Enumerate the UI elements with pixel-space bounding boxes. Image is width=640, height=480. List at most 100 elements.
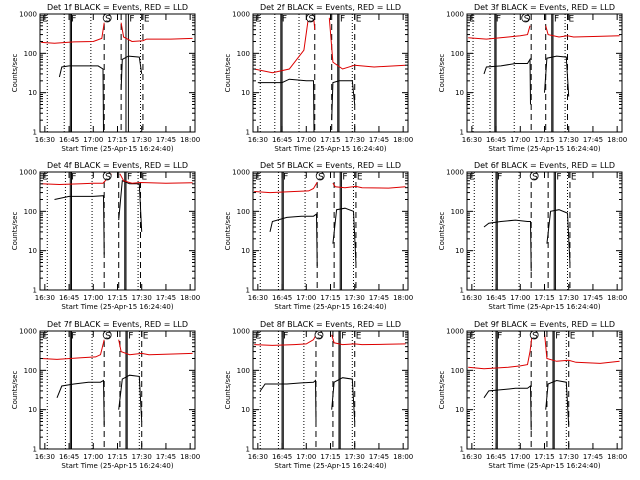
plot-frame	[39, 171, 196, 291]
event-marker-label: F	[554, 15, 559, 25]
x-tick-label: 17:15	[107, 136, 127, 144]
panel-title: Det 7f BLACK = Events, RED = LLD	[47, 320, 188, 329]
events-series-line	[544, 55, 570, 97]
y-axis-label: Counts/sec	[224, 371, 232, 410]
marker-circle	[314, 330, 324, 340]
event-marker-label: F	[340, 15, 345, 25]
x-tick-label: 17:15	[534, 136, 554, 144]
y-tick-label: 10	[455, 406, 464, 414]
event-marker-label: F	[128, 332, 133, 342]
x-tick-label: 17:30	[559, 453, 579, 461]
panel-9: Det 9f BLACK = Events, RED = LLD 1 10 100 10…	[438, 320, 627, 470]
x-tick-label: 16:45	[486, 136, 506, 144]
x-tick-label: 17:15	[107, 294, 127, 302]
x-tick-label: 17:45	[369, 136, 389, 144]
y-tick-label: 100	[451, 367, 464, 375]
panel-8: Det 8f BLACK = Events, RED = LLD 1 10 100 10…	[224, 320, 413, 470]
y-axis-label: Counts/sec	[438, 371, 446, 410]
y-tick-label: 1	[33, 129, 37, 137]
event-marker-label: F	[341, 332, 346, 342]
panel-1: Det 1f BLACK = Events, RED = LLD 1 10 100 10…	[11, 3, 200, 153]
event-marker-label: F	[496, 15, 501, 25]
x-tick-label: 17:45	[369, 294, 389, 302]
plot-frame	[252, 330, 409, 450]
panel-6: Det 6f BLACK = Events, RED = LLD 1 10 100 10…	[438, 161, 627, 311]
event-marker-label: F	[283, 173, 288, 183]
y-tick-label: 1000	[19, 328, 37, 336]
x-tick-label: 17:30	[345, 136, 365, 144]
event-marker-label: E	[570, 332, 576, 342]
event-marker-label: E	[469, 15, 475, 25]
event-marker-label: F	[555, 332, 560, 342]
x-tick-label: 18:00	[393, 136, 413, 144]
event-marker-label: E	[357, 173, 363, 183]
marker-circle	[102, 330, 112, 340]
events-series-line	[257, 78, 315, 133]
lld-series-line	[254, 334, 317, 346]
event-marker-label: F	[283, 332, 288, 342]
events-series-line	[483, 219, 532, 272]
event-marker-label: E	[469, 173, 475, 183]
y-tick-label: 100	[24, 367, 37, 375]
y-tick-label: 1000	[19, 11, 37, 19]
marker-circle	[102, 13, 112, 23]
event-marker-label: S	[317, 332, 323, 342]
x-tick-label: 18:00	[180, 294, 200, 302]
panel-title: Det 1f BLACK = Events, RED = LLD	[47, 3, 188, 12]
event-marker-label: S	[532, 332, 538, 342]
y-axis-label: Counts/sec	[224, 212, 232, 251]
panel-title: Det 2f BLACK = Events, RED = LLD	[260, 3, 401, 12]
lld-series-line	[118, 339, 193, 356]
panel-title: Det 5f BLACK = Events, RED = LLD	[260, 161, 401, 170]
y-axis-label: Counts/sec	[438, 54, 446, 93]
event-marker-label: F	[497, 173, 502, 183]
event-marker-label: F	[497, 332, 502, 342]
y-tick-label: 100	[237, 208, 250, 216]
y-axis-label: Counts/sec	[438, 212, 446, 251]
x-tick-label: 17:45	[369, 453, 389, 461]
events-series-line	[118, 374, 143, 422]
x-tick-label: 17:15	[320, 136, 340, 144]
event-marker-label: E	[469, 332, 475, 342]
event-marker-label: S	[532, 173, 538, 183]
y-tick-label: 1	[246, 287, 250, 295]
y-tick-label: 100	[237, 367, 250, 375]
y-tick-label: 1000	[232, 169, 250, 177]
x-tick-label: 16:30	[462, 294, 482, 302]
x-axis-label: Start Time (25-Apr-15 16:24:40)	[61, 145, 173, 153]
plot-frame	[466, 13, 623, 133]
event-marker-label: S	[105, 15, 111, 25]
y-tick-label: 10	[28, 406, 37, 414]
x-tick-label: 17:30	[559, 294, 579, 302]
lld-series-line	[544, 332, 620, 364]
x-tick-label: 16:30	[248, 136, 268, 144]
panel-4: Det 4f BLACK = Events, RED = LLD 1 10 100 10…	[11, 161, 200, 311]
y-tick-label: 10	[241, 406, 250, 414]
lld-series-line	[332, 182, 406, 189]
x-axis-label: Start Time (25-Apr-15 16:24:40)	[274, 462, 386, 470]
x-tick-label: 17:45	[583, 294, 603, 302]
x-tick-label: 16:45	[59, 453, 79, 461]
event-marker-label: E	[569, 15, 575, 25]
event-marker-label: E	[142, 173, 148, 183]
event-marker-label: E	[42, 332, 48, 342]
x-tick-label: 16:30	[248, 294, 268, 302]
lld-series-line	[41, 22, 105, 44]
plot-frame	[252, 171, 409, 291]
panel-title: Det 4f BLACK = Events, RED = LLD	[47, 161, 188, 170]
x-tick-label: 17:00	[510, 453, 530, 461]
y-axis-label: Counts/sec	[11, 212, 19, 251]
x-axis-label: Start Time (25-Apr-15 16:24:40)	[488, 145, 600, 153]
events-series-line	[120, 55, 143, 90]
y-tick-label: 10	[241, 89, 250, 97]
event-marker-label: S	[318, 173, 324, 183]
event-marker-label: F	[127, 173, 132, 183]
y-tick-label: 100	[451, 50, 464, 58]
marker-circle	[529, 330, 539, 340]
event-marker-label: E	[42, 173, 48, 183]
event-marker-label: E	[143, 332, 149, 342]
lld-series-line	[328, 17, 406, 70]
event-marker-label: F	[71, 173, 76, 183]
y-tick-label: 1	[33, 446, 37, 454]
